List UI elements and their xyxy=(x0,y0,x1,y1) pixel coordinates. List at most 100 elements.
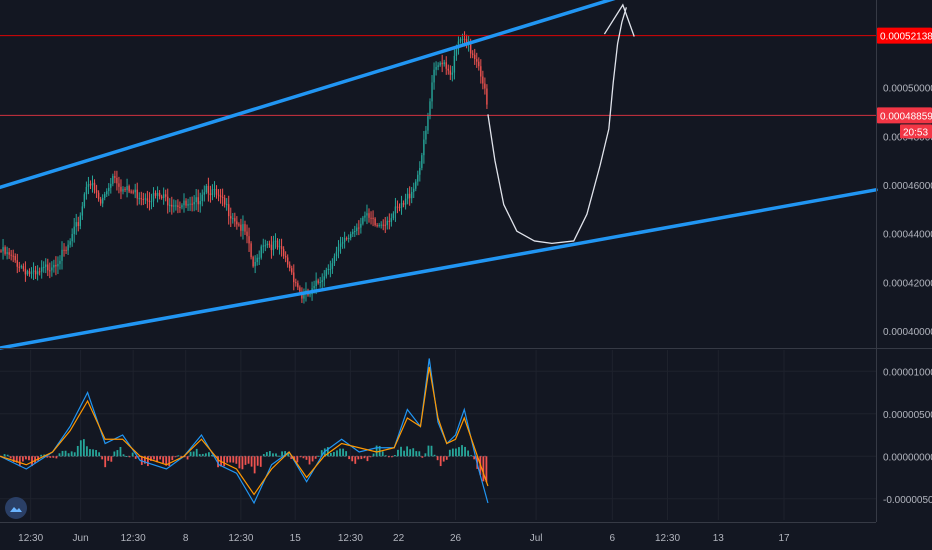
tradingview-logo[interactable] xyxy=(5,497,27,519)
candle-body xyxy=(195,197,197,203)
histogram-bar xyxy=(241,456,244,470)
histogram-bar xyxy=(6,454,9,457)
price-tick-label: 0.00046000 xyxy=(883,181,932,192)
candle-body xyxy=(323,276,325,281)
candle-body xyxy=(388,220,391,222)
histogram-bar xyxy=(113,451,116,457)
resistance-price-badge xyxy=(877,27,932,44)
osc-tick-label: 0.00000500 xyxy=(883,410,932,421)
histogram-bar xyxy=(229,456,232,463)
candle-body xyxy=(134,189,136,193)
price-tick-label: 0.00040000 xyxy=(883,327,932,338)
time-tick-label: 12:30 xyxy=(655,533,680,544)
histogram-bar xyxy=(442,456,445,462)
price-tick-label: 0.00044000 xyxy=(883,230,932,241)
histogram-bar xyxy=(339,448,341,457)
histogram-bar xyxy=(485,456,488,483)
candle-body xyxy=(441,62,443,65)
histogram-bar xyxy=(214,456,216,458)
candle-body xyxy=(484,83,486,89)
time-tick-label: 17 xyxy=(778,533,790,544)
candle-body xyxy=(339,243,342,247)
projection-arrowhead[interactable] xyxy=(603,3,635,37)
candle-body xyxy=(402,203,405,205)
candle-body xyxy=(417,174,419,182)
countdown-badge xyxy=(900,124,932,139)
histogram-bar xyxy=(268,451,271,457)
candle-body xyxy=(144,198,147,200)
candle-body xyxy=(81,206,84,216)
histogram-bar xyxy=(455,448,457,457)
candle-body xyxy=(132,191,134,193)
candle-body xyxy=(439,62,441,66)
candle-body xyxy=(167,196,169,206)
oscillator-axis[interactable]: 0.00001000 0.00000500 0.00000000 -0.0000050… xyxy=(883,367,932,506)
price-axis[interactable]: 0.00040000 0.00042000 0.00044000 0.00046000… xyxy=(877,27,932,338)
candle-body xyxy=(16,260,18,267)
histogram-bar xyxy=(369,456,372,458)
candle-body xyxy=(140,198,142,200)
candle-body xyxy=(293,272,295,283)
candle-body xyxy=(410,191,413,199)
histogram-bar xyxy=(381,451,384,457)
candle-body xyxy=(130,191,132,193)
candle-body xyxy=(327,269,330,271)
histogram-bar xyxy=(55,456,58,459)
candle-body xyxy=(286,257,289,265)
time-tick-label: 22 xyxy=(393,533,405,544)
candle-body xyxy=(455,49,458,56)
time-tick-label: 15 xyxy=(290,533,302,544)
histogram-bar xyxy=(147,456,149,467)
candle-body xyxy=(209,193,212,196)
candle-body xyxy=(136,189,138,199)
candle-body xyxy=(112,176,114,184)
lower-channel-trendline[interactable] xyxy=(0,188,878,350)
candle-body xyxy=(191,203,193,205)
candle-body xyxy=(331,263,334,269)
candle-body xyxy=(319,281,321,283)
candle-body xyxy=(264,245,267,247)
candle-body xyxy=(128,186,130,192)
candle-body xyxy=(421,155,423,168)
candle-body xyxy=(465,39,468,44)
histogram-bar xyxy=(244,456,247,465)
candle-body xyxy=(362,217,364,224)
candle-body xyxy=(47,264,49,271)
candle-body xyxy=(461,38,464,40)
time-axis[interactable]: 12:30 Jun 12:30 8 12:30 15 12:30 22 26 Jul 6 12:30 1… xyxy=(18,533,790,544)
candle-body xyxy=(282,249,285,256)
histogram-bar xyxy=(348,456,351,460)
candle-body xyxy=(20,266,23,268)
histogram-bar xyxy=(436,456,439,461)
histogram-bar xyxy=(317,455,320,457)
histogram-bar xyxy=(235,456,238,464)
histogram-bar xyxy=(40,454,43,457)
countdown-label: 20:53 xyxy=(903,127,928,138)
candle-body xyxy=(474,54,476,60)
histogram-bar xyxy=(3,454,6,457)
price-pane-area[interactable] xyxy=(0,0,876,348)
candle-body xyxy=(4,247,6,254)
signal-line[interactable] xyxy=(0,366,489,496)
last-price-badge xyxy=(877,107,932,124)
candle-body xyxy=(201,194,203,202)
histogram-bar xyxy=(49,456,52,458)
macd-line[interactable] xyxy=(0,358,489,505)
candle-body xyxy=(313,286,315,289)
histogram-bar xyxy=(287,453,290,457)
candle-body xyxy=(295,282,297,284)
upper-channel-trendline[interactable] xyxy=(0,0,618,190)
histogram-bar xyxy=(394,454,396,457)
candle-body xyxy=(266,243,269,246)
candle-body xyxy=(276,240,279,248)
candle-body xyxy=(437,65,439,68)
candle-body xyxy=(152,192,155,202)
candle-body xyxy=(53,264,55,268)
histogram-bar xyxy=(302,456,305,459)
candle-body xyxy=(120,186,122,192)
candle-body xyxy=(75,222,77,227)
projection-path[interactable] xyxy=(487,7,627,245)
histogram-bar xyxy=(461,445,463,457)
candle-body xyxy=(221,196,224,198)
